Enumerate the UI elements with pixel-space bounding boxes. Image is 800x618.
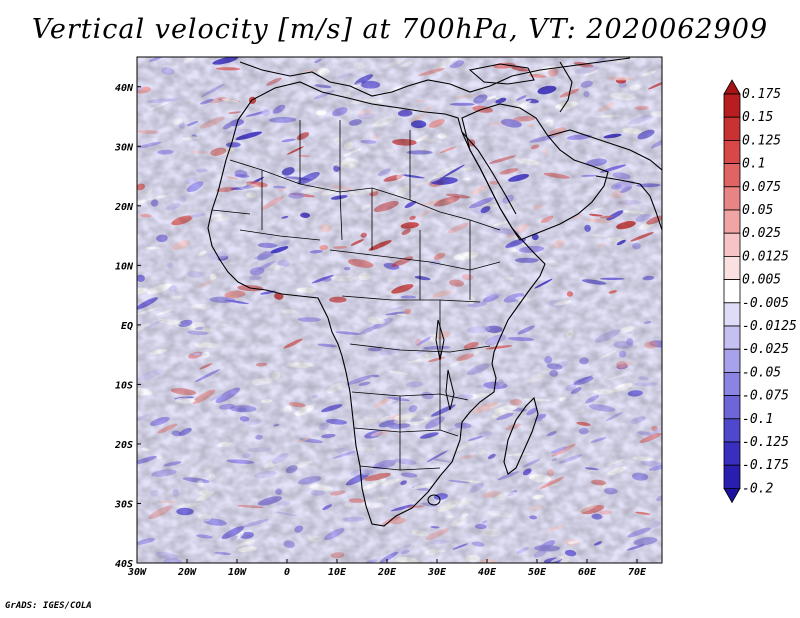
coastlines [207, 57, 662, 527]
colorbar-cell [723, 441, 741, 466]
lon-tick-label: 50E [528, 567, 547, 578]
lat-tick-label: 20S [114, 440, 133, 451]
colorbar-label: 0.075 [742, 180, 781, 195]
lat-tick-label: EQ [121, 321, 133, 332]
asia-coastline [547, 129, 662, 171]
colorbar-label: 0.05 [742, 203, 773, 218]
colorbar-cell [723, 279, 741, 304]
colorbar-cell [723, 186, 741, 211]
axis-ticks: 30W 20W 10W 0 10E 20E 30E 40E 50E 60E 70E 40N 30N 20N… [114, 83, 647, 578]
map-frame [136, 56, 663, 564]
lat-tick-label: 10S [115, 380, 133, 391]
colorbar-cell [723, 325, 741, 350]
colorbar-label: -0.005 [742, 296, 789, 311]
colorbar-cell [723, 163, 741, 188]
colorbar-cell [723, 255, 741, 280]
africa-coastline [207, 81, 546, 527]
colorbar-cell [723, 418, 741, 443]
lon-tick-label: 20E [377, 567, 397, 578]
colorbar-cell [723, 93, 741, 118]
colorbar-label: 0.0125 [742, 249, 789, 264]
lon-tick-label: 0 [284, 567, 290, 578]
lon-tick-label: 60E [578, 567, 597, 578]
colorbar-label: 0.1 [742, 157, 765, 172]
colorbar-cell [723, 139, 741, 164]
colorbar-cell [723, 302, 741, 327]
lat-tick-label: 40N [115, 83, 134, 94]
credit-text: GrADS: IGES/COLA [5, 601, 92, 611]
velocity-field [137, 57, 662, 563]
colorbar-label: -0.05 [742, 365, 781, 380]
colorbar-label: -0.025 [742, 342, 789, 357]
plot-title: Vertical velocity [m/s] at 700hPa, VT: 2… [31, 14, 769, 45]
colorbar-label: -0.2 [742, 481, 773, 496]
colorbar-cell [723, 371, 741, 396]
colorbar-cell [723, 395, 741, 420]
lon-tick-label: 20W [177, 567, 197, 578]
lat-tick-label: 10N [115, 261, 134, 272]
colorbar-cell [723, 116, 741, 141]
lon-tick-label: 10W [228, 567, 247, 578]
colorbar-label: -0.1 [742, 412, 773, 427]
colorbar-label: -0.075 [742, 389, 789, 404]
colorbar-cell [723, 79, 741, 95]
lon-tick-label: 10E [328, 567, 347, 578]
lon-tick-label: 30E [427, 567, 447, 578]
colorbar-label: 0.005 [742, 273, 781, 288]
europe-coastline [239, 57, 631, 97]
colorbar-label: 0.025 [742, 226, 781, 241]
colorbar-label: -0.175 [742, 458, 789, 473]
colorbar-cell [723, 232, 741, 257]
lat-tick-label: 40S [115, 559, 133, 570]
lon-tick-label: 40E [478, 567, 497, 578]
colorbar-cell [723, 348, 741, 373]
lon-tick-label: 70E [628, 567, 647, 578]
arabia-coastline [461, 103, 609, 241]
colorbar-cell [723, 488, 741, 504]
colorbar-label: 0.175 [742, 87, 781, 102]
colorbar-cell [723, 209, 741, 234]
lat-tick-label: 30N [114, 142, 134, 153]
colorbar-label: -0.125 [742, 435, 789, 450]
colorbar: 0.175 0.15 0.125 0.1 0.075 0.05 0.025 0.0125 0.0… [723, 79, 797, 504]
lat-tick-label: 30S [114, 499, 133, 510]
lat-tick-label: 20N [114, 202, 134, 213]
colorbar-label: 0.125 [742, 133, 781, 148]
colorbar-label: 0.15 [742, 110, 773, 125]
colorbar-cell [723, 464, 741, 489]
colorbar-label: -0.0125 [742, 319, 797, 334]
lon-tick-label: 30W [127, 567, 147, 578]
madagascar-coastline [503, 396, 539, 475]
